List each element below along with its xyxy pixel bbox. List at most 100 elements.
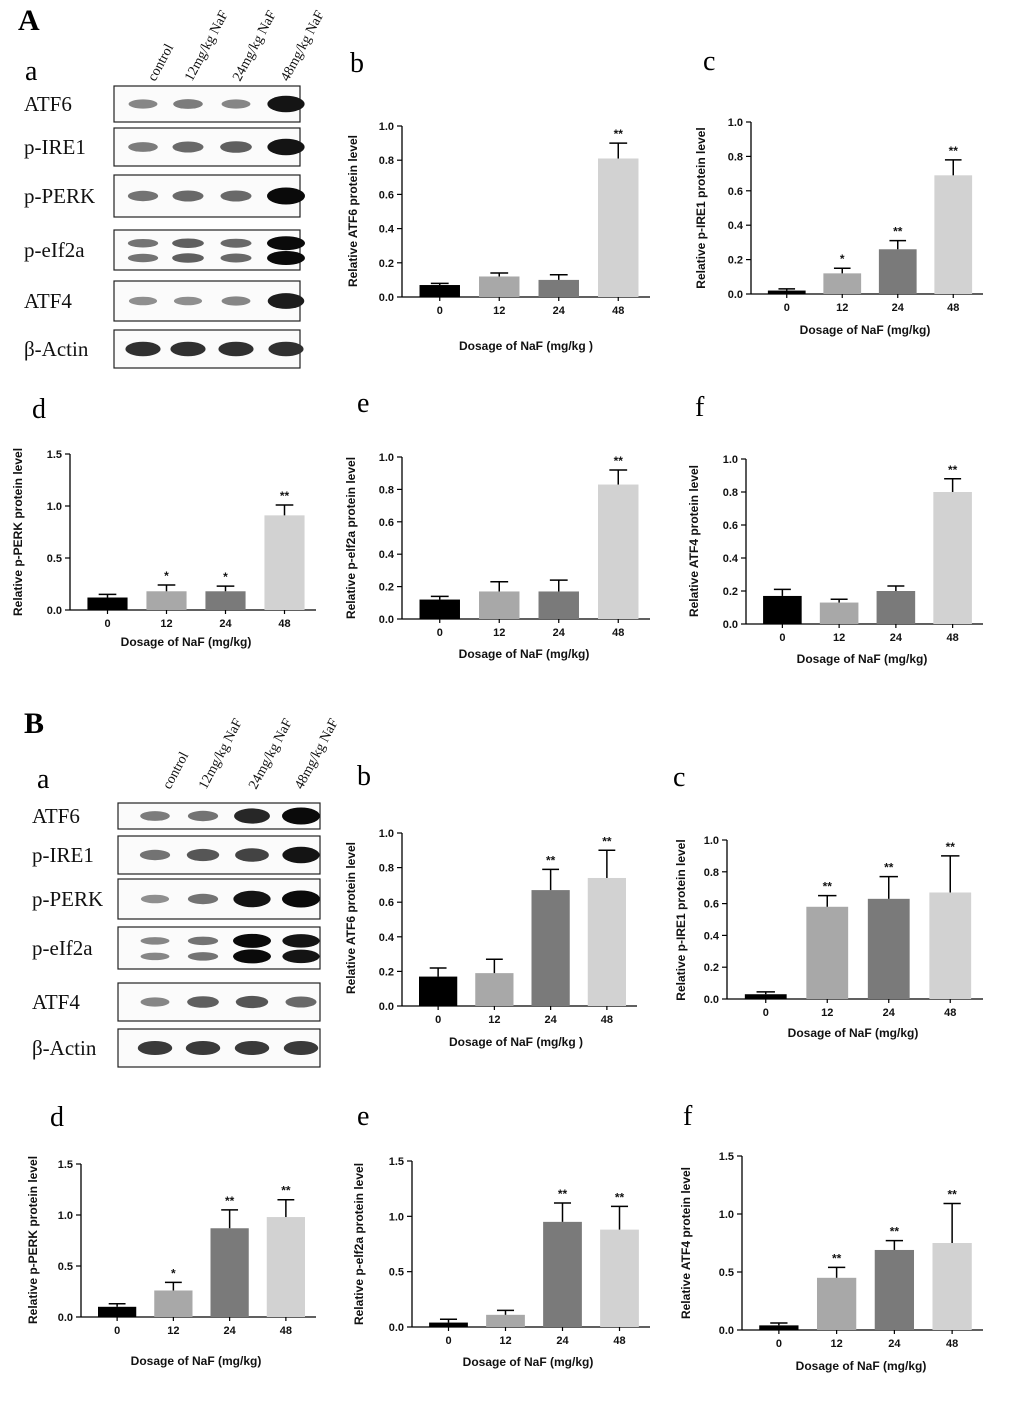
blot-band: [127, 238, 159, 248]
significance-marker: **: [823, 880, 833, 894]
significance-marker: *: [164, 569, 169, 583]
y-axis-title: Relative p-elf2a protein level: [352, 1163, 366, 1325]
x-tick-label: 48: [947, 632, 959, 644]
chart-panel-label: e: [357, 1101, 369, 1132]
bar: [932, 1243, 972, 1330]
chart-b-d: d 0.0 0.5 1.0 1.5 0 * 12 ** 24 ** 48 Relative p-PERK…: [26, 1102, 316, 1368]
x-tick-label: 24: [888, 1338, 901, 1350]
y-tick-label: 0.2: [704, 962, 719, 974]
significance-marker: **: [558, 1187, 568, 1201]
blot-band: [235, 995, 269, 1009]
y-tick-label: 0.2: [728, 255, 743, 267]
y-tick-label: 0.5: [47, 553, 62, 565]
blot-band: [187, 936, 219, 946]
y-tick-label: 0.0: [379, 614, 394, 626]
section-label-a: A: [18, 4, 40, 37]
bar: [874, 1249, 915, 1330]
blot-band: [127, 253, 159, 263]
x-tick-label: 48: [944, 1007, 956, 1019]
y-tick-label: 0.0: [719, 1325, 734, 1337]
blot-band: [220, 253, 252, 263]
lane-label: 12mg/kg NaF: [182, 8, 232, 84]
bar: [867, 898, 910, 999]
significance-marker: *: [840, 252, 845, 266]
bar: [587, 877, 626, 1006]
bar: [759, 1325, 799, 1330]
blot-label: p-IRE1: [32, 843, 94, 867]
y-axis-title: Relative p-IRE1 protein level: [674, 839, 688, 1000]
x-axis-title: Dosage of NaF (mg/kg): [463, 1355, 594, 1369]
y-tick-label: 0.6: [379, 189, 394, 201]
y-tick-label: 0.4: [723, 553, 739, 565]
blot-band: [172, 238, 204, 248]
y-tick-label: 1.5: [719, 1151, 734, 1163]
significance-marker: **: [832, 1251, 842, 1265]
x-tick-label: 48: [946, 1338, 958, 1350]
y-tick-label: 0.4: [704, 930, 720, 942]
significance-marker: **: [280, 489, 290, 503]
blot-row-p-ire1: [117, 835, 321, 875]
x-axis-title: Dosage of NaF (mg/kg): [131, 1354, 262, 1368]
blot-band: [137, 1041, 173, 1055]
chart-a-c: c 0.0 0.2 0.4 0.6 0.8 1.0 0 * 12 ** 24 ** 48 Relative …: [694, 46, 983, 337]
blot-band: [172, 190, 204, 202]
y-axis-title: Relative ATF4 protein level: [679, 1167, 693, 1319]
blot-band: [128, 142, 158, 152]
bar: [598, 158, 639, 297]
bar: [429, 1322, 468, 1327]
y-tick-label: 1.5: [58, 1159, 73, 1171]
bar: [538, 279, 579, 297]
blot-band: [125, 341, 161, 357]
y-axis-title: Relative p-IRE1 protein level: [694, 127, 708, 288]
chart-panel-label: c: [673, 762, 685, 793]
lane-label: control: [160, 750, 192, 792]
lane-label: control: [145, 42, 177, 84]
y-tick-label: 0.6: [379, 517, 394, 529]
x-tick-label: 12: [493, 305, 505, 317]
blot-band: [267, 187, 305, 205]
blot-label: ATF6: [24, 92, 72, 116]
bar: [98, 1306, 137, 1317]
y-tick-label: 0.6: [379, 897, 394, 909]
y-tick-label: 0.5: [58, 1261, 73, 1273]
y-axis-title: Relative ATF4 protein level: [687, 465, 701, 617]
blot-row-p-ire1: [113, 127, 305, 167]
y-tick-label: 0.0: [379, 1001, 394, 1013]
y-tick-label: 0.6: [723, 520, 738, 532]
x-tick-label: 0: [437, 305, 443, 317]
bar: [419, 599, 460, 619]
y-tick-label: 1.0: [389, 1211, 404, 1223]
blot-band: [187, 952, 219, 961]
bar: [878, 249, 917, 294]
y-tick-label: 0.5: [389, 1267, 404, 1279]
lane-label: 24mg/kg NaF: [246, 716, 296, 792]
blot-band: [128, 99, 158, 109]
x-axis-title: Dosage of NaF (mg/kg): [796, 1359, 927, 1373]
x-tick-label: 12: [167, 1325, 179, 1337]
x-axis-title: Dosage of NaF (mg/kg): [121, 635, 252, 649]
significance-marker: **: [615, 1190, 625, 1204]
x-axis-title: Dosage of NaF (mg/kg): [800, 323, 931, 337]
x-tick-label: 48: [601, 1014, 613, 1026]
blot-band: [234, 808, 270, 824]
blot-label: p-eIf2a: [24, 238, 85, 262]
bar: [929, 892, 972, 999]
chart-a-f: f 0.0 0.2 0.4 0.6 0.8 1.0 0 12 24 ** 48 Relative ATF…: [687, 392, 983, 666]
blot-band: [220, 141, 252, 153]
y-tick-label: 1.0: [719, 1209, 734, 1221]
significance-marker: **: [614, 454, 624, 468]
x-tick-label: 24: [883, 1007, 896, 1019]
y-tick-label: 1.0: [379, 828, 394, 840]
chart-panel-label: b: [350, 48, 364, 79]
y-tick-label: 0.4: [728, 220, 744, 232]
blot-band: [186, 848, 220, 862]
bar: [767, 290, 806, 294]
x-tick-label: 12: [821, 1007, 833, 1019]
x-axis-title: Dosage of NaF (mg/kg): [459, 647, 590, 661]
bar: [806, 906, 849, 999]
x-tick-label: 24: [219, 618, 232, 630]
x-tick-label: 48: [612, 627, 624, 639]
significance-marker: **: [949, 144, 959, 158]
blot-row-p-perk: [117, 878, 321, 920]
bar: [934, 175, 973, 294]
